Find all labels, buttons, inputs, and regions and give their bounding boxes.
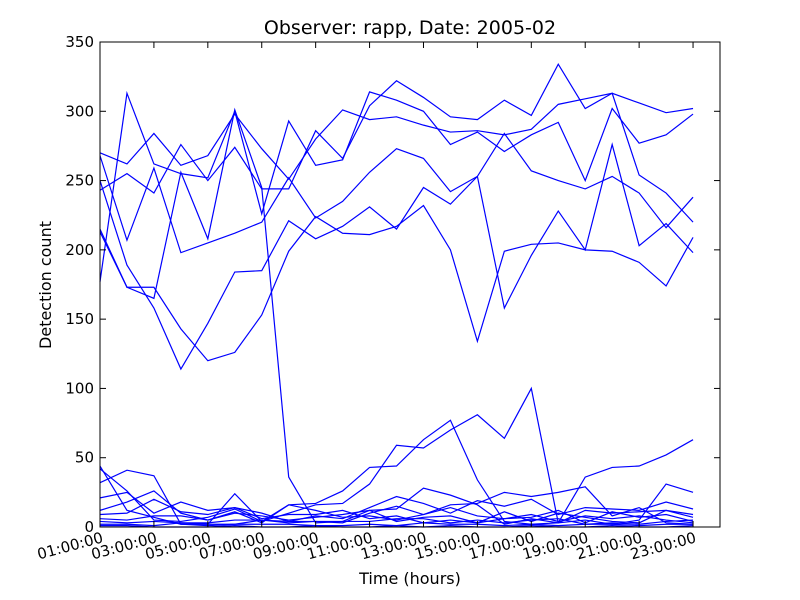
chart-title: Observer: rapp, Date: 2005-02: [264, 17, 556, 39]
series-line-6: [99, 204, 694, 362]
series-line-5: [99, 132, 694, 371]
y-tick-label: 50: [75, 449, 94, 467]
series-line-14: [99, 509, 694, 524]
y-tick-label: 0: [84, 518, 94, 536]
y-tick-label: 250: [65, 172, 94, 190]
series-line-3: [99, 62, 694, 223]
plot-area: [100, 42, 720, 527]
y-tick-label: 200: [65, 241, 94, 259]
series-line-10: [99, 469, 694, 527]
series-line-13: [99, 498, 694, 524]
series-layer: [99, 62, 694, 528]
y-tick-label: 150: [65, 310, 94, 328]
x-axis-title: Time (hours): [358, 569, 461, 588]
series-line-1: [99, 90, 694, 282]
y-tick-label: 350: [65, 33, 94, 51]
y-axis-title: Detection count: [36, 221, 55, 349]
plot-frame: [99, 41, 721, 528]
series-line-7: [99, 107, 694, 525]
y-tick-label: 100: [65, 379, 94, 397]
series-line-4: [99, 142, 694, 310]
y-tick-label: 300: [65, 102, 94, 120]
series-line-2: [99, 92, 694, 181]
series-line-11: [99, 491, 694, 523]
